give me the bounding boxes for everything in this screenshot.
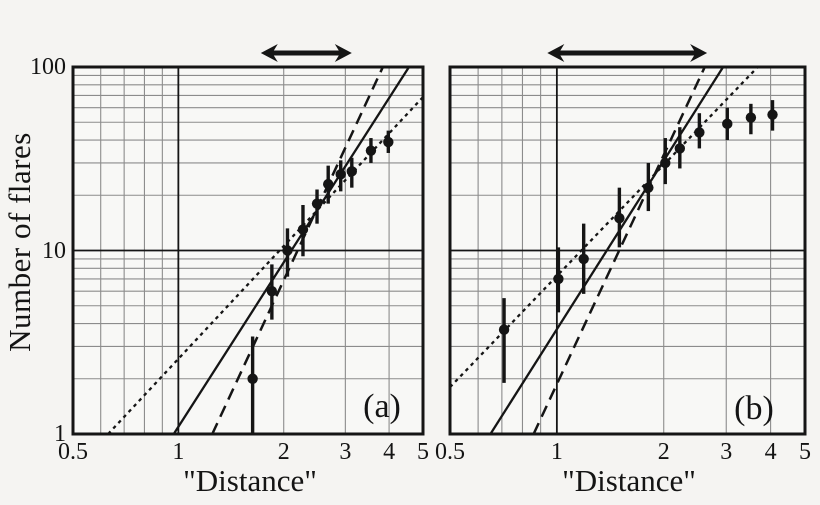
data-points-a: [247, 130, 394, 434]
data-point: [346, 166, 358, 177]
fit-line-long-dash: [532, 67, 706, 434]
arrowhead-left-icon: [260, 44, 278, 62]
data-point: [767, 109, 778, 120]
fit-range-arrow-b: [547, 44, 708, 62]
plot-border-b: [448, 65, 807, 436]
data-point: [247, 373, 258, 384]
x-tick-label: 4: [383, 439, 396, 465]
panel-b: [448, 44, 807, 436]
y-tick-label: 10: [42, 237, 66, 264]
x-axis-title-panel-a: "Distance": [183, 463, 317, 498]
fit-line-dotted: [450, 67, 759, 388]
x-tick-label: 1: [172, 439, 185, 465]
data-point: [383, 136, 394, 148]
fit-lines-b: [450, 67, 759, 434]
data-point: [694, 127, 705, 138]
arrowhead-right-icon: [334, 44, 352, 62]
y-tick-label: 100: [30, 54, 66, 80]
data-point: [297, 224, 309, 235]
data-point: [643, 182, 654, 193]
x-tick-label: 5: [799, 439, 811, 465]
data-point: [722, 118, 733, 130]
data-point: [311, 198, 323, 209]
data-point: [660, 157, 671, 169]
x-axis-title-panel-b: "Distance": [562, 463, 696, 498]
fit-range-arrow-a: [260, 44, 352, 62]
panel-a: [71, 44, 425, 436]
x-tick-label: 3: [339, 439, 352, 465]
data-point: [745, 112, 757, 123]
x-tick-label: 5: [417, 439, 429, 465]
x-tick-label: 2: [657, 439, 670, 465]
x-tick-label: 0.5: [435, 439, 465, 465]
data-point: [578, 253, 589, 265]
data-point: [614, 212, 625, 224]
data-point: [282, 245, 293, 256]
x-tick-label: 0.5: [58, 439, 88, 465]
data-point: [553, 273, 564, 285]
x-tick-label: 2: [277, 439, 290, 465]
panel-label-b: (b): [734, 390, 774, 427]
data-point: [266, 286, 278, 297]
data-point: [335, 169, 346, 180]
data-points-b: [498, 100, 778, 383]
fit-line-solid: [489, 67, 725, 434]
plot-border-a: [71, 65, 425, 436]
arrowhead-left-icon: [547, 44, 565, 62]
log-grid-a: [73, 67, 423, 434]
x-tick-label: 1: [550, 439, 563, 465]
data-point: [365, 145, 377, 156]
x-tick-label: 4: [764, 439, 777, 465]
arrowhead-right-icon: [690, 44, 708, 62]
fit-line-long-dash: [211, 67, 385, 434]
panel-label-a: (a): [363, 388, 401, 425]
data-point: [498, 324, 510, 335]
data-point: [674, 143, 686, 154]
x-tick-label: 3: [720, 439, 733, 465]
data-point: [323, 178, 334, 190]
y-tick-label: 1: [54, 421, 66, 447]
